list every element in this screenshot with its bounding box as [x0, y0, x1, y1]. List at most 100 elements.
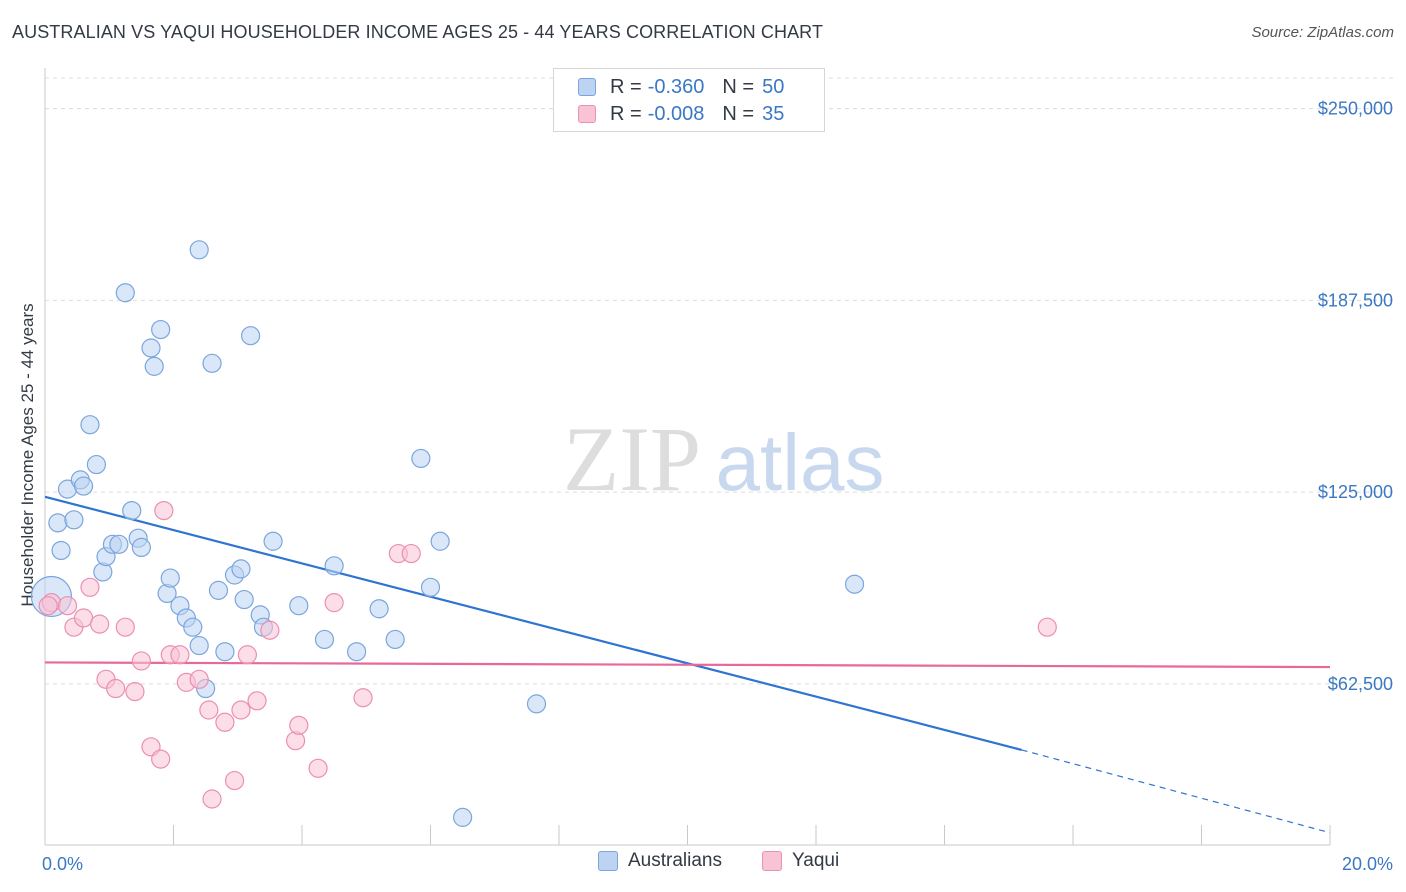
r-value: -0.360 — [647, 75, 705, 98]
australians-point — [202, 353, 222, 373]
australians-point — [385, 629, 405, 650]
legend-item-yaqui: Yaqui — [762, 850, 839, 872]
yaqui-point — [151, 749, 171, 769]
series-legend: Australians Yaqui — [0, 850, 1406, 878]
yaqui-point — [154, 500, 174, 521]
australians-point — [64, 510, 84, 530]
n-label: N = — [722, 75, 755, 98]
australians-point — [131, 537, 151, 558]
australians-point — [526, 694, 547, 714]
y-tick-label: $125,000 — [1318, 482, 1393, 502]
australians-point — [122, 500, 142, 521]
source-label: Source: ZipAtlas.com — [1251, 24, 1394, 41]
yaqui-point — [80, 577, 100, 597]
australians-point — [183, 617, 203, 637]
trend-lines — [44, 495, 1331, 834]
axes — [44, 68, 1331, 846]
australians-point — [241, 326, 261, 346]
australians-swatch — [578, 78, 596, 96]
australians-point — [324, 556, 344, 576]
australians-trend-extension — [1021, 749, 1331, 834]
australians-point — [189, 240, 209, 260]
y-tick-label: $250,000 — [1318, 99, 1393, 119]
australians-point — [314, 629, 335, 650]
australians-point — [234, 589, 254, 610]
y-tick-label: $62,500 — [1328, 674, 1393, 694]
x-tick-label: 20.0% — [1342, 854, 1393, 874]
yaqui-point — [247, 691, 267, 711]
yaqui-swatch — [578, 105, 596, 123]
yaqui-point — [73, 608, 94, 628]
y-axis-label: Householder Income Ages 25 - 44 years — [18, 303, 37, 606]
yaqui-point — [289, 715, 309, 735]
australians-point — [109, 534, 129, 554]
australians-point — [73, 476, 94, 496]
australians-point — [263, 531, 283, 551]
watermark-atlas: atlas — [716, 418, 885, 507]
yaqui-point — [170, 645, 190, 665]
x-tick-labels: 0.0% 20.0% — [42, 854, 1393, 874]
australians-point — [115, 283, 135, 303]
australians-point — [430, 531, 450, 551]
y-tick-labels: $62,500 $125,000 $187,500 $250,000 — [1318, 99, 1393, 694]
yaqui-point — [189, 669, 209, 689]
r-label: R = — [610, 102, 642, 125]
n-value: 35 — [762, 102, 785, 125]
australians-point — [844, 574, 865, 594]
australians-trend-line — [44, 495, 1022, 751]
chart-title: AUSTRALIAN VS YAQUI HOUSEHOLDER INCOME A… — [12, 22, 824, 42]
yaqui-point — [401, 543, 421, 564]
yaqui-point — [115, 617, 135, 637]
australians-point — [420, 577, 441, 597]
australians-point — [453, 807, 473, 827]
correlation-legend: R = -0.360 N = 50 R = -0.008 N = 35 — [553, 68, 825, 132]
australians-point — [51, 540, 71, 561]
r-value: -0.008 — [647, 102, 705, 125]
australians-legend-label: Australians — [628, 850, 722, 871]
australians-point — [144, 356, 164, 376]
australians-point — [141, 338, 161, 358]
watermark: ZIP atlas — [563, 408, 884, 510]
australians-point — [151, 319, 171, 340]
y-tick-label: $187,500 — [1318, 290, 1393, 310]
data-points — [30, 240, 1057, 827]
yaqui-point — [215, 712, 235, 732]
australians-point — [411, 448, 431, 469]
legend-row-australians: R = -0.360 N = 50 — [578, 76, 784, 98]
n-label: N = — [722, 102, 755, 125]
yaqui-point — [237, 645, 257, 665]
yaqui-point — [202, 789, 222, 809]
australians-point — [160, 568, 180, 588]
yaqui-point — [125, 681, 145, 702]
yaqui-point — [199, 700, 219, 720]
yaqui-point — [106, 678, 126, 699]
legend-item-australians: Australians — [598, 850, 722, 872]
yaqui-point — [353, 688, 373, 708]
australians-point — [289, 596, 309, 616]
australians-point — [208, 580, 229, 600]
yaqui-point — [260, 620, 280, 640]
australians-point — [86, 454, 107, 475]
australians-point — [215, 642, 235, 662]
yaqui-point — [131, 651, 151, 671]
australians-point — [369, 599, 389, 619]
yaqui-point — [231, 700, 251, 720]
yaqui-legend-label: Yaqui — [792, 850, 840, 871]
yaqui-point — [57, 596, 78, 616]
yaqui-point — [90, 614, 110, 634]
australians-point — [189, 635, 209, 656]
watermark-zip: ZIP — [563, 408, 701, 510]
r-label: R = — [610, 75, 642, 98]
yaqui-point — [224, 770, 245, 791]
australians-point — [48, 513, 68, 533]
australians-legend-swatch — [598, 851, 618, 871]
yaqui-point — [324, 593, 344, 613]
yaqui-legend-swatch — [762, 851, 782, 871]
australians-point — [80, 415, 100, 435]
yaqui-point — [1037, 617, 1057, 637]
yaqui-point — [38, 596, 58, 616]
yaqui-point — [308, 758, 328, 778]
australians-point — [347, 642, 367, 662]
yaqui-trend-line — [44, 661, 1331, 669]
